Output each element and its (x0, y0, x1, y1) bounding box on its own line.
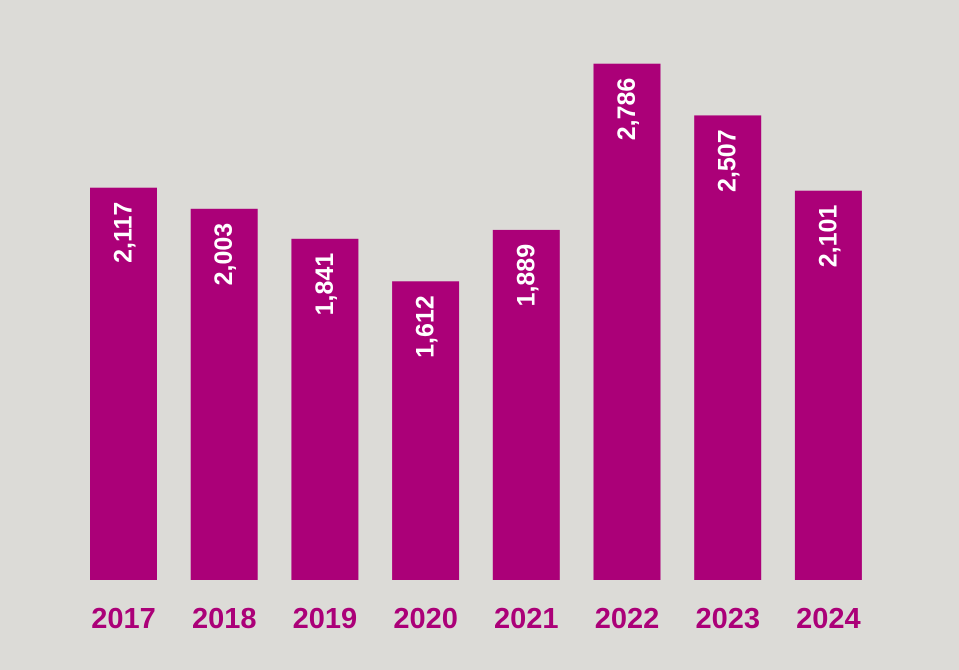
x-tick-label-2022: 2022 (595, 603, 660, 635)
bar-2021 (492, 229, 560, 580)
bar-value-label-2021: 1,889 (512, 244, 540, 307)
bars-group (90, 63, 862, 581)
bar-2023 (694, 115, 762, 581)
bar-2019 (291, 238, 359, 581)
bar-value-label-2022: 2,786 (613, 78, 641, 141)
bar-2018 (190, 208, 258, 581)
bar-value-label-2024: 2,101 (814, 205, 842, 268)
x-axis-tick-labels: 2017 2018 2019 2020 2021 2022 2023 2024 (91, 603, 860, 635)
bar-2017 (90, 187, 157, 580)
bar-value-label-2017: 2,117 (110, 202, 138, 263)
x-tick-label-2019: 2019 (293, 603, 358, 635)
bar-2024 (794, 190, 862, 580)
bar-value-label-2018: 2,003 (210, 223, 238, 286)
bar-value-label-2019: 1,841 (311, 253, 339, 316)
bar-2020 (392, 281, 460, 580)
x-tick-label-2020: 2020 (393, 603, 458, 635)
x-tick-label-2021: 2021 (494, 603, 559, 635)
value-labels-group: 2,117 2,003 1,841 1,612 1,889 2,786 2,507 2,101 (110, 78, 843, 358)
x-tick-label-2023: 2023 (695, 603, 760, 635)
x-tick-label-2017: 2017 (91, 603, 156, 635)
x-tick-label-2018: 2018 (192, 603, 257, 635)
bar-value-label-2023: 2,507 (714, 129, 742, 192)
bar-value-label-2020: 1,612 (412, 295, 440, 358)
bar-2022 (593, 63, 661, 580)
x-tick-label-2024: 2024 (796, 603, 861, 635)
